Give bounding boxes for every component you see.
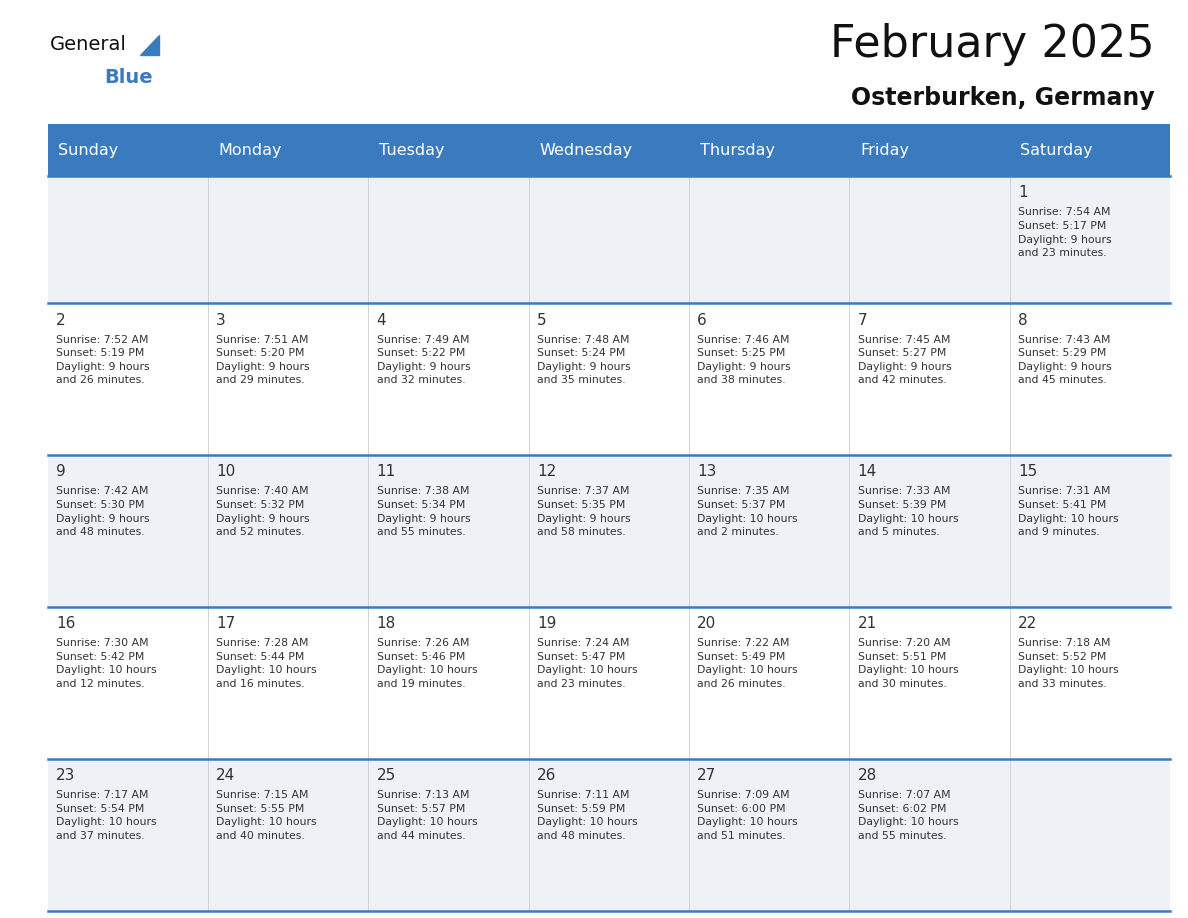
Text: 25: 25 (377, 768, 396, 783)
Text: 19: 19 (537, 616, 556, 632)
Text: 20: 20 (697, 616, 716, 632)
Text: 18: 18 (377, 616, 396, 632)
Text: 16: 16 (56, 616, 75, 632)
Text: Sunrise: 7:11 AM
Sunset: 5:59 PM
Daylight: 10 hours
and 48 minutes.: Sunrise: 7:11 AM Sunset: 5:59 PM Dayligh… (537, 790, 638, 841)
Text: 5: 5 (537, 313, 546, 328)
Text: 11: 11 (377, 465, 396, 479)
Text: Sunrise: 7:07 AM
Sunset: 6:02 PM
Daylight: 10 hours
and 55 minutes.: Sunrise: 7:07 AM Sunset: 6:02 PM Dayligh… (858, 790, 959, 841)
Text: 8: 8 (1018, 313, 1028, 328)
Text: Blue: Blue (105, 68, 153, 86)
Text: 21: 21 (858, 616, 877, 632)
Text: 4: 4 (377, 313, 386, 328)
Text: Sunrise: 7:33 AM
Sunset: 5:39 PM
Daylight: 10 hours
and 5 minutes.: Sunrise: 7:33 AM Sunset: 5:39 PM Dayligh… (858, 487, 959, 537)
Text: 3: 3 (216, 313, 226, 328)
Text: Sunrise: 7:17 AM
Sunset: 5:54 PM
Daylight: 10 hours
and 37 minutes.: Sunrise: 7:17 AM Sunset: 5:54 PM Dayligh… (56, 790, 157, 841)
Text: 1: 1 (1018, 185, 1028, 200)
Text: Sunrise: 7:51 AM
Sunset: 5:20 PM
Daylight: 9 hours
and 29 minutes.: Sunrise: 7:51 AM Sunset: 5:20 PM Dayligh… (216, 335, 310, 386)
Text: Sunrise: 7:20 AM
Sunset: 5:51 PM
Daylight: 10 hours
and 30 minutes.: Sunrise: 7:20 AM Sunset: 5:51 PM Dayligh… (858, 638, 959, 689)
Text: Friday: Friday (860, 142, 909, 158)
Text: 27: 27 (697, 768, 716, 783)
Text: Sunday: Sunday (58, 142, 119, 158)
Bar (48, 607, 1170, 759)
Text: 24: 24 (216, 768, 235, 783)
Text: Sunrise: 7:40 AM
Sunset: 5:32 PM
Daylight: 9 hours
and 52 minutes.: Sunrise: 7:40 AM Sunset: 5:32 PM Dayligh… (216, 487, 310, 537)
Text: Sunrise: 7:48 AM
Sunset: 5:24 PM
Daylight: 9 hours
and 35 minutes.: Sunrise: 7:48 AM Sunset: 5:24 PM Dayligh… (537, 335, 631, 386)
Text: Sunrise: 7:45 AM
Sunset: 5:27 PM
Daylight: 9 hours
and 42 minutes.: Sunrise: 7:45 AM Sunset: 5:27 PM Dayligh… (858, 335, 952, 386)
Text: Sunrise: 7:26 AM
Sunset: 5:46 PM
Daylight: 10 hours
and 19 minutes.: Sunrise: 7:26 AM Sunset: 5:46 PM Dayligh… (377, 638, 478, 689)
Text: 6: 6 (697, 313, 707, 328)
Text: 15: 15 (1018, 465, 1037, 479)
Text: Sunrise: 7:38 AM
Sunset: 5:34 PM
Daylight: 9 hours
and 55 minutes.: Sunrise: 7:38 AM Sunset: 5:34 PM Dayligh… (377, 487, 470, 537)
Text: 17: 17 (216, 616, 235, 632)
Text: February 2025: February 2025 (830, 23, 1155, 65)
Text: Sunrise: 7:24 AM
Sunset: 5:47 PM
Daylight: 10 hours
and 23 minutes.: Sunrise: 7:24 AM Sunset: 5:47 PM Dayligh… (537, 638, 638, 689)
Text: 7: 7 (858, 313, 867, 328)
Text: Osterburken, Germany: Osterburken, Germany (851, 86, 1155, 110)
Text: Sunrise: 7:15 AM
Sunset: 5:55 PM
Daylight: 10 hours
and 40 minutes.: Sunrise: 7:15 AM Sunset: 5:55 PM Dayligh… (216, 790, 317, 841)
Text: Sunrise: 7:43 AM
Sunset: 5:29 PM
Daylight: 9 hours
and 45 minutes.: Sunrise: 7:43 AM Sunset: 5:29 PM Dayligh… (1018, 335, 1112, 386)
Text: 23: 23 (56, 768, 75, 783)
Text: Sunrise: 7:35 AM
Sunset: 5:37 PM
Daylight: 10 hours
and 2 minutes.: Sunrise: 7:35 AM Sunset: 5:37 PM Dayligh… (697, 487, 798, 537)
Text: 10: 10 (216, 465, 235, 479)
Text: Sunrise: 7:30 AM
Sunset: 5:42 PM
Daylight: 10 hours
and 12 minutes.: Sunrise: 7:30 AM Sunset: 5:42 PM Dayligh… (56, 638, 157, 689)
Bar (48, 176, 1170, 304)
Text: Sunrise: 7:31 AM
Sunset: 5:41 PM
Daylight: 10 hours
and 9 minutes.: Sunrise: 7:31 AM Sunset: 5:41 PM Dayligh… (1018, 487, 1119, 537)
Text: 26: 26 (537, 768, 556, 783)
Text: 28: 28 (858, 768, 877, 783)
Bar (48, 124, 1170, 176)
Polygon shape (140, 35, 159, 55)
Text: Tuesday: Tuesday (379, 142, 444, 158)
Text: Sunrise: 7:37 AM
Sunset: 5:35 PM
Daylight: 9 hours
and 58 minutes.: Sunrise: 7:37 AM Sunset: 5:35 PM Dayligh… (537, 487, 631, 537)
Text: Sunrise: 7:46 AM
Sunset: 5:25 PM
Daylight: 9 hours
and 38 minutes.: Sunrise: 7:46 AM Sunset: 5:25 PM Dayligh… (697, 335, 791, 386)
Text: General: General (50, 35, 127, 53)
Text: 12: 12 (537, 465, 556, 479)
Bar (48, 304, 1170, 455)
Text: Sunrise: 7:54 AM
Sunset: 5:17 PM
Daylight: 9 hours
and 23 minutes.: Sunrise: 7:54 AM Sunset: 5:17 PM Dayligh… (1018, 207, 1112, 258)
Bar (48, 759, 1170, 911)
Text: 22: 22 (1018, 616, 1037, 632)
Text: Sunrise: 7:49 AM
Sunset: 5:22 PM
Daylight: 9 hours
and 32 minutes.: Sunrise: 7:49 AM Sunset: 5:22 PM Dayligh… (377, 335, 470, 386)
Text: Sunrise: 7:52 AM
Sunset: 5:19 PM
Daylight: 9 hours
and 26 minutes.: Sunrise: 7:52 AM Sunset: 5:19 PM Dayligh… (56, 335, 150, 386)
Text: Monday: Monday (219, 142, 282, 158)
Text: Sunrise: 7:18 AM
Sunset: 5:52 PM
Daylight: 10 hours
and 33 minutes.: Sunrise: 7:18 AM Sunset: 5:52 PM Dayligh… (1018, 638, 1119, 689)
Text: Sunrise: 7:13 AM
Sunset: 5:57 PM
Daylight: 10 hours
and 44 minutes.: Sunrise: 7:13 AM Sunset: 5:57 PM Dayligh… (377, 790, 478, 841)
Text: Sunrise: 7:42 AM
Sunset: 5:30 PM
Daylight: 9 hours
and 48 minutes.: Sunrise: 7:42 AM Sunset: 5:30 PM Dayligh… (56, 487, 150, 537)
Bar (48, 455, 1170, 607)
Text: Thursday: Thursday (700, 142, 775, 158)
Text: Sunrise: 7:22 AM
Sunset: 5:49 PM
Daylight: 10 hours
and 26 minutes.: Sunrise: 7:22 AM Sunset: 5:49 PM Dayligh… (697, 638, 798, 689)
Text: 9: 9 (56, 465, 65, 479)
Text: Saturday: Saturday (1020, 142, 1093, 158)
Text: Sunrise: 7:09 AM
Sunset: 6:00 PM
Daylight: 10 hours
and 51 minutes.: Sunrise: 7:09 AM Sunset: 6:00 PM Dayligh… (697, 790, 798, 841)
Text: Wednesday: Wednesday (539, 142, 632, 158)
Text: Sunrise: 7:28 AM
Sunset: 5:44 PM
Daylight: 10 hours
and 16 minutes.: Sunrise: 7:28 AM Sunset: 5:44 PM Dayligh… (216, 638, 317, 689)
Text: 14: 14 (858, 465, 877, 479)
Text: 13: 13 (697, 465, 716, 479)
Text: 2: 2 (56, 313, 65, 328)
